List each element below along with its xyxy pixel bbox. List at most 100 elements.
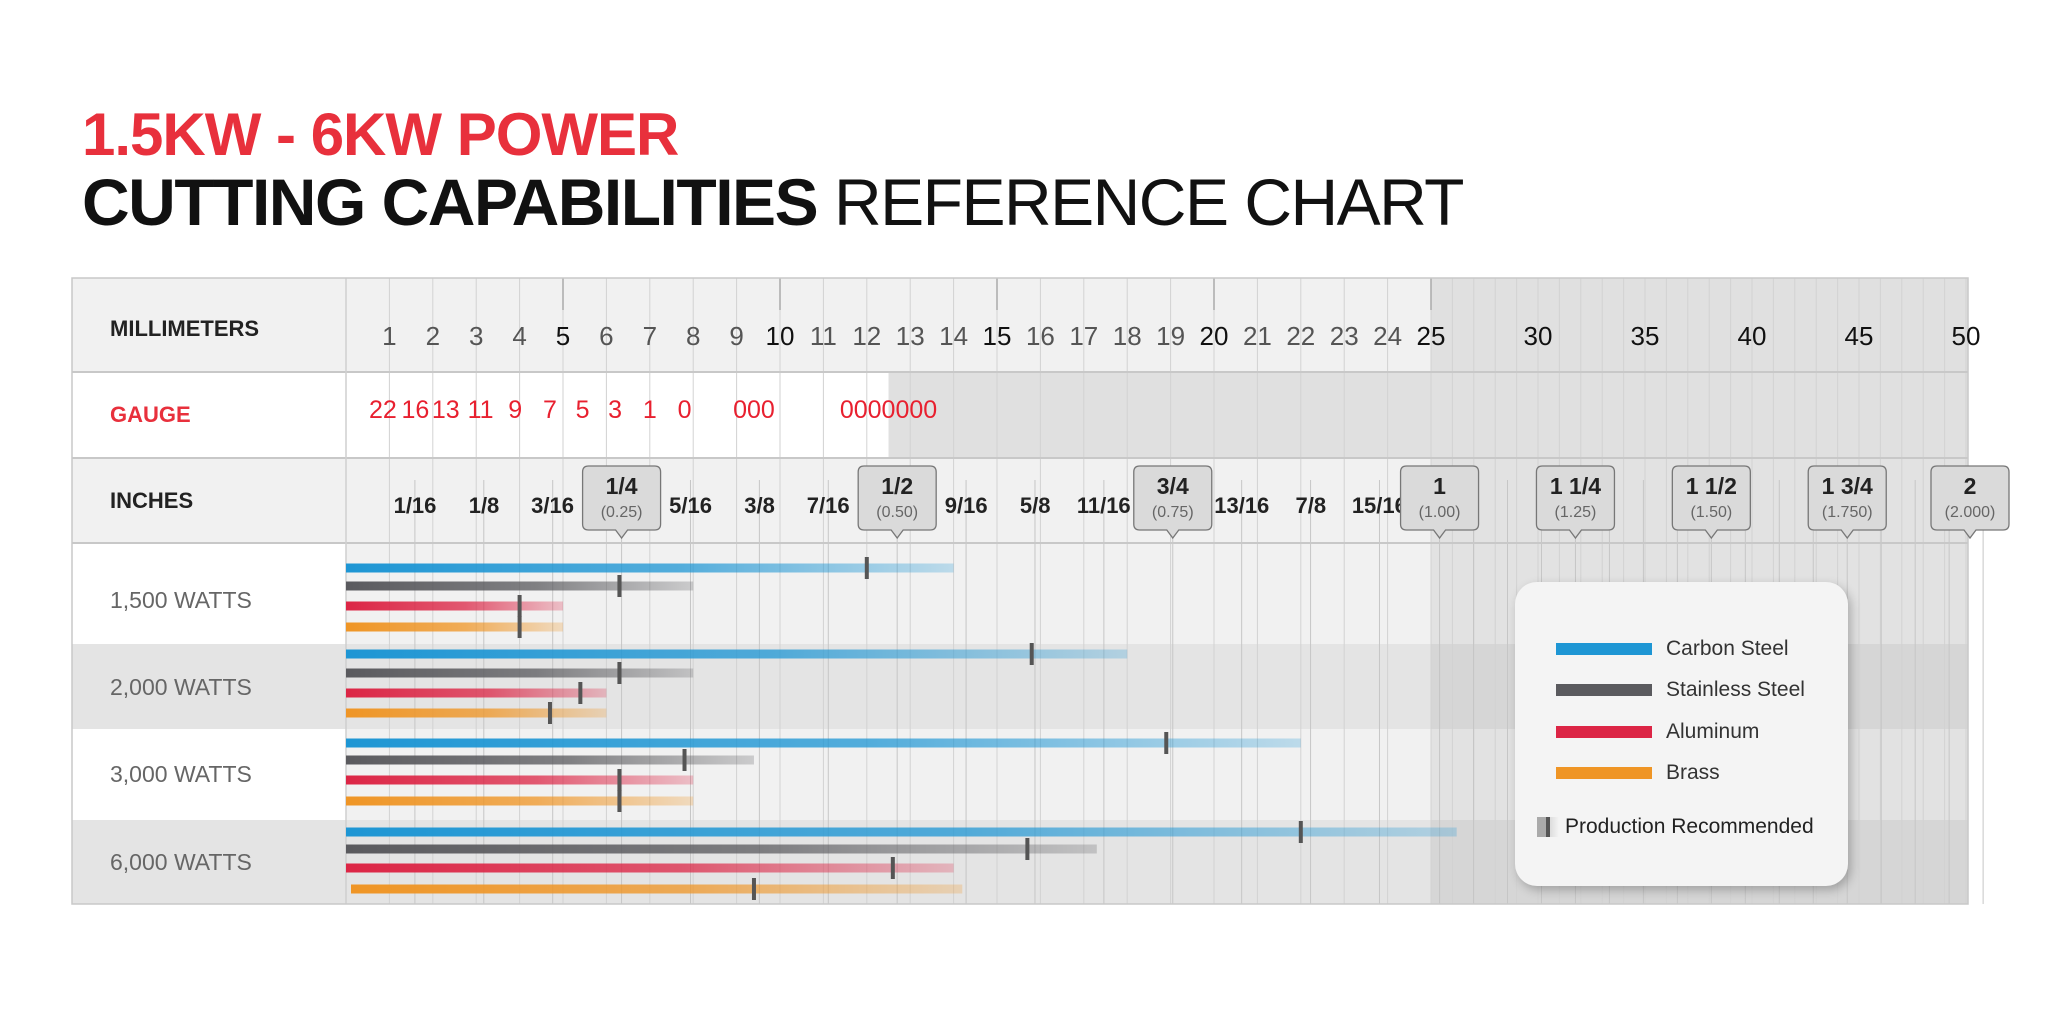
bar-aluminum: [346, 775, 694, 785]
inch-tick-label: 9/16: [945, 493, 988, 518]
row-label-2000: 2,000 WATTS: [110, 674, 252, 700]
legend-production: Production Recommended: [1537, 815, 1814, 839]
mm-tick-label: 21: [1243, 321, 1272, 351]
row-header-mm: MILLIMETERS: [110, 316, 260, 341]
legend-swatch: [1556, 767, 1652, 779]
row-header-gauge: GAUGE: [110, 402, 191, 427]
mm-tick-label: 35: [1631, 321, 1660, 351]
legend-swatch: [1556, 684, 1652, 696]
production-recommended-marker: [617, 790, 622, 812]
mm-tick-label: 25: [1417, 321, 1446, 351]
legend-label: Stainless Steel: [1666, 678, 1805, 701]
callout-box: [581, 465, 662, 540]
header-cell-bg: [72, 278, 346, 372]
mm-tick-label: 6: [599, 321, 613, 351]
mm-tick-label: 40: [1738, 321, 1767, 351]
mm-tick-label: 18: [1113, 321, 1142, 351]
mm-tick-label: 17: [1069, 321, 1098, 351]
bar-brass: [346, 796, 694, 806]
row-label-3000: 3,000 WATTS: [110, 761, 252, 787]
callout-box: [1133, 465, 1213, 540]
legend-label: Aluminum: [1666, 720, 1760, 743]
mm-tick-label: 12: [852, 321, 881, 351]
inch-decimal-label: (0.25): [601, 504, 643, 521]
gauge-tick-label: 1: [643, 396, 657, 424]
bar-brass: [351, 884, 963, 894]
legend-item-aluminum: Aluminum: [1556, 718, 1759, 746]
mm-tick-label: 45: [1845, 321, 1874, 351]
inch-callout: 1 3/4 (1.750): [1807, 465, 1887, 540]
bar-brass: [346, 622, 563, 632]
inch-callout: 1 1/2 (1.50): [1671, 465, 1751, 540]
gauge-tick-label: 16: [402, 396, 430, 424]
mm-tick-label: 30: [1524, 321, 1553, 351]
gauge-tick-label: 0: [678, 396, 692, 424]
gauge-tick-label: 000: [733, 396, 775, 424]
inch-callout: 1/4 (0.25): [581, 465, 662, 540]
inch-tick-label: 5/16: [669, 493, 712, 518]
bar-stainless-steel: [346, 755, 754, 765]
production-recommended-marker: [617, 662, 622, 684]
production-recommended-marker: [682, 749, 687, 771]
inch-decimal-label: (2.000): [1945, 504, 1996, 521]
mm-tick-label: 8: [686, 321, 700, 351]
callout-box: [1930, 465, 2010, 540]
production-marker-icon: [1537, 817, 1559, 837]
inch-tick-label: 7/16: [807, 493, 850, 518]
gauge-tick-label: 13: [432, 396, 460, 424]
mm-tick-label: 13: [896, 321, 925, 351]
title-bold: CUTTING CAPABILITIES: [82, 165, 819, 239]
inch-tick-label: 1/8: [469, 493, 500, 518]
bar-brass: [346, 708, 607, 718]
mm-tick-label: 10: [766, 321, 795, 351]
gauge-tick-label: 7: [543, 396, 557, 424]
mm-shaded-bg: [1431, 278, 1968, 372]
bar-aluminum: [346, 601, 563, 611]
bar-carbon-steel: [346, 563, 954, 573]
legend-swatch: [1556, 726, 1652, 738]
legend-swatch: [1556, 643, 1652, 655]
gauge-shaded-bg: [888, 372, 1968, 458]
inch-tick-label: 1 3/4: [1822, 473, 1873, 499]
inch-callout: 2 (2.000): [1930, 465, 2010, 540]
inch-callout: 1 1/4 (1.25): [1535, 465, 1616, 540]
inch-decimal-label: (0.75): [1152, 504, 1194, 521]
inch-tick-label: 1/16: [394, 493, 437, 518]
title-line-1: 1.5KW - 6KW POWER: [82, 101, 679, 168]
legend-production-label: Production Recommended: [1565, 815, 1814, 838]
bar-stainless-steel: [346, 668, 694, 678]
bar-aluminum: [346, 863, 954, 873]
inch-decimal-label: (0.50): [876, 504, 918, 521]
mm-tick-label: 16: [1026, 321, 1055, 351]
bar-stainless-steel: [346, 581, 694, 591]
inch-decimal-label: (1.25): [1555, 504, 1597, 521]
mm-tick-label: 15: [983, 321, 1012, 351]
inch-tick-label: 15/16: [1352, 493, 1407, 518]
inch-tick-label: 1 1/4: [1550, 473, 1601, 499]
legend-label: Carbon Steel: [1666, 637, 1789, 660]
bar-carbon-steel: [346, 827, 1457, 837]
callout-box: [1399, 465, 1480, 540]
row-bg: [72, 543, 346, 644]
gauge-tick-label: 5: [576, 396, 590, 424]
row-header-inches: INCHES: [110, 488, 194, 513]
inch-tick-label: 3/16: [531, 493, 574, 518]
title-regular: REFERENCE CHART: [833, 165, 1465, 239]
production-recommended-marker: [547, 702, 552, 724]
inch-decimal-label: (1.750): [1822, 504, 1873, 521]
inch-callout: 1 (1.00): [1399, 465, 1480, 540]
mm-tick-label: 3: [469, 321, 483, 351]
inch-tick-label: 3/8: [744, 493, 775, 518]
inch-tick-label: 1 1/2: [1686, 473, 1737, 499]
production-recommended-marker: [1164, 732, 1169, 754]
inch-decimal-label: (1.50): [1690, 504, 1732, 521]
mm-tick-label: 9: [729, 321, 743, 351]
inch-tick-label: 13/16: [1214, 493, 1269, 518]
gauge-tick-label: 11: [468, 396, 494, 424]
inch-tick-label: 2: [1964, 473, 1977, 499]
inch-tick-label: 1/2: [881, 473, 913, 499]
production-recommended-marker: [517, 616, 522, 638]
production-recommended-marker: [864, 557, 869, 579]
callout-box: [1671, 465, 1751, 540]
inch-callout: 1/2 (0.50): [857, 465, 937, 540]
